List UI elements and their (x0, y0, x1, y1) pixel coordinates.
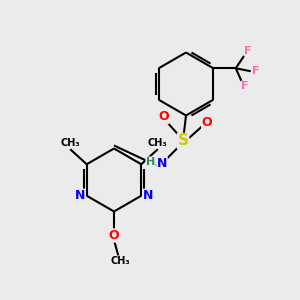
Text: O: O (202, 116, 212, 130)
Text: CH₃: CH₃ (148, 138, 168, 148)
Text: N: N (157, 157, 167, 170)
Text: F: F (241, 81, 248, 91)
Text: N: N (75, 189, 85, 202)
Text: S: S (178, 134, 188, 148)
Text: F: F (251, 66, 259, 76)
Text: N: N (143, 189, 153, 202)
Text: H: H (146, 157, 155, 167)
Text: O: O (109, 229, 119, 242)
Text: F: F (244, 46, 251, 56)
Text: CH₃: CH₃ (60, 138, 80, 148)
Text: O: O (158, 110, 169, 124)
Text: CH₃: CH₃ (111, 256, 130, 266)
